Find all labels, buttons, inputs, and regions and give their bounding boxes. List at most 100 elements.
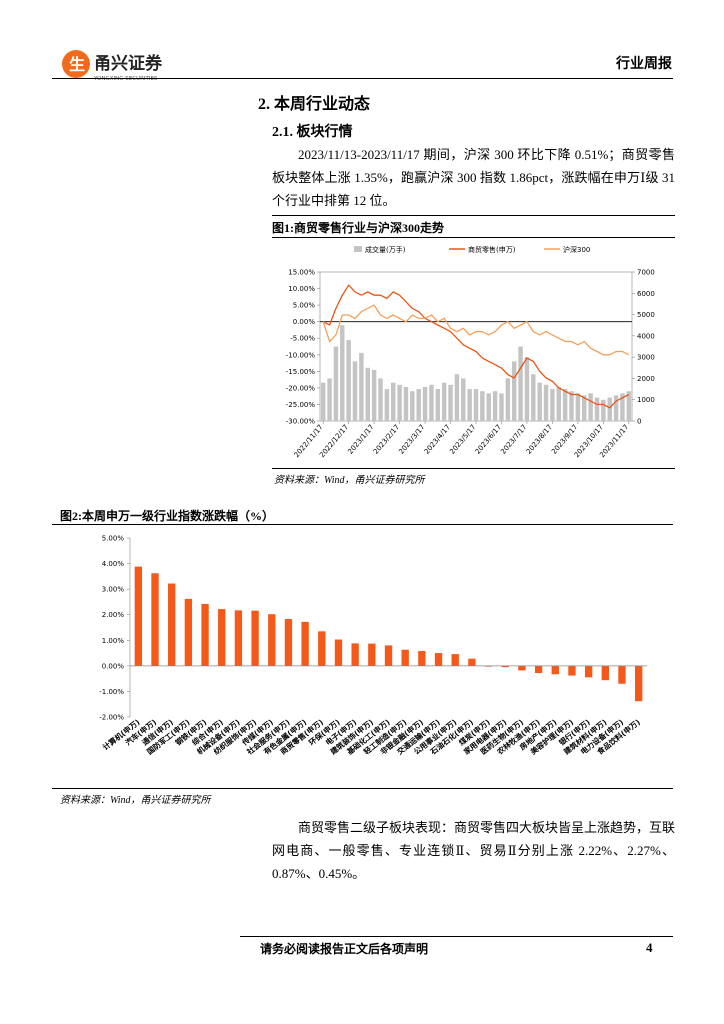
volume-bar [340,325,345,421]
bar [384,645,393,666]
bar [401,649,409,666]
legend-label: 沪深300 [563,245,590,254]
volume-bar [365,367,370,421]
logo: 生 甬兴证券 YONGXING SECURITIES [62,50,163,82]
bar [468,658,476,666]
figure-rule [272,215,675,216]
volume-bar [327,378,332,421]
volume-bar [333,346,339,421]
bar [184,598,193,666]
y-tick-label: 5.00% [293,302,316,310]
bar [334,639,343,666]
y-tick-label: 1.00% [102,637,125,645]
volume-bar [626,391,632,421]
legend-label: 商贸零售(申万) [468,245,516,254]
chart: 5.00% 4.00% 3.00% 2.00% 1.00% 0.00% -1.00% -2.0… [99,535,647,757]
bar [318,631,326,666]
volume-bar [448,384,453,421]
volume-bar [582,395,587,421]
volume-bar [543,384,549,421]
volume-bar [473,389,479,421]
volume-bar [352,361,358,421]
bar [534,665,543,674]
volume-bar [601,399,606,421]
volume-bar [575,393,581,421]
bar [518,665,526,671]
volume-bar [441,382,447,421]
volume-bar [467,389,472,421]
y-tick-label: -2.00% [99,714,124,722]
bar [284,619,293,666]
volume-bar [607,397,612,421]
figure-rule [272,237,675,238]
volume-bar [435,389,441,421]
logo-english: YONGXING SECURITIES [93,76,158,82]
bar [451,654,459,666]
bar [168,583,176,666]
volume-bar [359,352,364,421]
subsection-title: 2.1. 板块行情 [272,125,353,140]
y2-tick-label: 0 [637,418,641,426]
y2-tick-label: 6000 [637,290,655,298]
chart: 15.00% 10.00% 5.00% 0.00% -5.00% -10.00% -15.0… [286,245,655,459]
paragraph: 商贸零售二级子板块表现：商贸零售四大板块皆呈上涨趋势，互联网电商、一般零售、专业… [272,820,676,881]
figure-rule [52,524,673,525]
volume-bar [613,395,619,421]
y-tick-label: 4.00% [102,560,125,568]
figure-rule [272,468,675,469]
volume-bar [461,378,466,421]
volume-bar [397,384,402,421]
figure-source: 资料来源：Wind，甬兴证券研究所 [60,795,211,806]
y-tick-label: 10.00% [288,285,315,293]
volume-bar [384,389,390,421]
volume-bar [594,397,600,421]
volume-bar [531,374,536,421]
volume-bar [588,393,593,421]
bar [434,653,443,666]
bar [251,610,259,666]
volume-bar [511,361,517,421]
paragraph: 2023/11/13-2023/11/17 期间，沪深 300 环比下降 0.5… [272,147,675,208]
y-tick-label: -10.00% [286,351,316,359]
series-line [322,304,630,356]
volume-bar [454,374,460,421]
volume-bar [429,384,434,421]
y-tick-label: 0.00% [102,662,125,670]
bar [218,609,226,666]
volume-bar [378,378,383,421]
bar [134,566,143,666]
volume-bar [390,382,396,421]
section-title: 2. 本周行业动态 [258,96,371,113]
figure-rule [52,788,673,789]
footer-note: 请务必阅读报告正文后各项声明 [260,942,429,956]
volume-bar [346,340,351,421]
y-tick-label: 15.00% [288,269,315,277]
volume-bar [320,382,326,421]
volume-bar [562,389,568,421]
y2-tick-label: 3000 [637,354,655,362]
logo-name: 甬兴证券 [94,53,163,74]
bar [584,665,593,678]
y2-tick-label: 7000 [637,269,655,277]
report-type: 行业周报 [616,56,672,72]
bar [601,665,609,681]
volume-bar [422,386,428,421]
bar [351,643,359,666]
volume-bar [505,378,511,421]
bar [234,610,243,666]
y-tick-label: 0.00% [293,318,316,326]
volume-bar [620,393,625,421]
y-tick-label: 5.00% [102,535,125,543]
bar [368,643,376,666]
bar [418,651,426,666]
bar [551,665,559,675]
bar [618,665,626,684]
figure-caption: 图1:商贸零售行业与沪深300走势 [272,221,444,235]
legend-label: 成交量(万手) [365,245,406,254]
y2-tick-label: 1000 [637,396,655,404]
volume-bar [416,389,421,421]
page-number: 4 [646,940,653,955]
figure-source: 资料来源：Wind，甬兴证券研究所 [274,475,425,486]
header-rule [52,78,673,79]
